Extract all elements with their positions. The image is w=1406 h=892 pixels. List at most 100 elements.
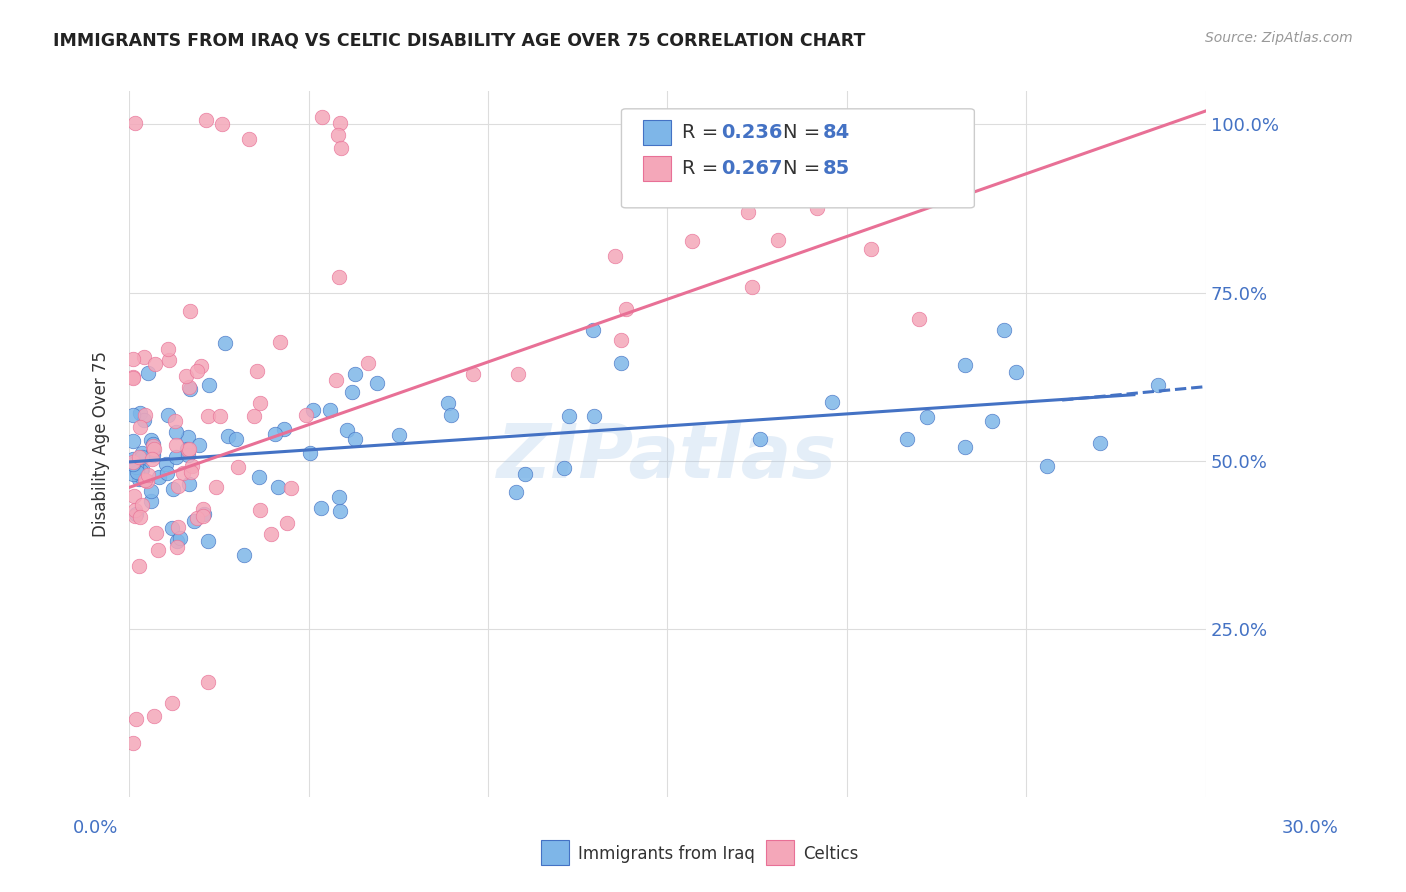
Point: [125, 713, 148, 727]
Point: [165, 425, 187, 439]
Point: [603, 249, 626, 263]
Point: [177, 442, 200, 456]
Point: [388, 427, 411, 442]
Point: [329, 140, 352, 154]
Point: [132, 350, 155, 364]
Point: [328, 504, 350, 518]
Point: [129, 464, 152, 478]
Point: [681, 235, 703, 249]
Point: [142, 442, 165, 456]
Point: [238, 132, 260, 146]
Point: [145, 357, 167, 371]
Point: [125, 508, 148, 522]
Point: [197, 534, 219, 549]
Point: [155, 458, 177, 472]
Point: [121, 454, 143, 468]
Point: [134, 413, 156, 427]
Point: [124, 116, 146, 130]
Point: [169, 531, 191, 545]
Point: [141, 449, 163, 463]
Point: [266, 480, 288, 494]
Point: [172, 467, 194, 481]
Point: [124, 502, 146, 516]
Point: [129, 406, 152, 420]
Point: [191, 509, 214, 524]
Point: [461, 367, 484, 381]
Point: [128, 419, 150, 434]
Point: [610, 356, 633, 370]
Point: [124, 509, 146, 524]
Point: [302, 403, 325, 417]
Point: [142, 437, 165, 451]
Point: [243, 409, 266, 424]
Point: [166, 533, 188, 548]
Y-axis label: Disability Age Over 75: Disability Age Over 75: [93, 351, 110, 537]
Point: [915, 410, 938, 425]
Point: [993, 323, 1015, 337]
Point: [179, 380, 201, 394]
Point: [366, 376, 388, 391]
Point: [343, 433, 366, 447]
Point: [125, 460, 148, 475]
Point: [269, 334, 291, 349]
Point: [179, 303, 201, 318]
Point: [821, 394, 844, 409]
Point: [142, 439, 165, 453]
Point: [273, 422, 295, 436]
Point: [311, 110, 333, 124]
Text: 84: 84: [823, 123, 849, 143]
Text: 0.267: 0.267: [721, 159, 783, 178]
Point: [558, 409, 581, 424]
Point: [859, 242, 882, 256]
Point: [186, 510, 208, 524]
Point: [128, 472, 150, 486]
Point: [329, 115, 352, 129]
Point: [183, 514, 205, 528]
Point: [186, 364, 208, 378]
Point: [146, 543, 169, 558]
Point: [166, 479, 188, 493]
Text: Celtics: Celtics: [803, 845, 858, 863]
Point: [440, 408, 463, 422]
Point: [180, 458, 202, 473]
Point: [936, 185, 959, 199]
Point: [197, 409, 219, 423]
Point: [143, 709, 166, 723]
Point: [128, 559, 150, 574]
Point: [505, 485, 527, 500]
Point: [131, 498, 153, 512]
Point: [328, 490, 350, 504]
Point: [121, 352, 143, 367]
Text: 85: 85: [823, 159, 849, 178]
Point: [134, 473, 156, 487]
Point: [141, 483, 163, 498]
Point: [131, 445, 153, 459]
Point: [553, 460, 575, 475]
Point: [122, 489, 145, 503]
Point: [166, 450, 188, 465]
Point: [141, 444, 163, 458]
Point: [128, 450, 150, 464]
Point: [741, 280, 763, 294]
Point: [167, 520, 190, 534]
Text: R =: R =: [682, 123, 724, 143]
Point: [299, 446, 322, 460]
Point: [766, 233, 789, 247]
Point: [249, 502, 271, 516]
Point: [136, 467, 159, 482]
Point: [195, 112, 218, 127]
Point: [294, 408, 316, 422]
Point: [907, 312, 929, 326]
Point: [806, 201, 828, 215]
Point: [328, 128, 350, 143]
Point: [737, 204, 759, 219]
Text: Source: ZipAtlas.com: Source: ZipAtlas.com: [1205, 31, 1353, 45]
Point: [955, 440, 977, 454]
Point: [165, 437, 187, 451]
Point: [131, 462, 153, 476]
Point: [122, 434, 145, 449]
Point: [506, 367, 529, 381]
Point: [197, 675, 219, 690]
Point: [162, 483, 184, 497]
Point: [193, 507, 215, 521]
